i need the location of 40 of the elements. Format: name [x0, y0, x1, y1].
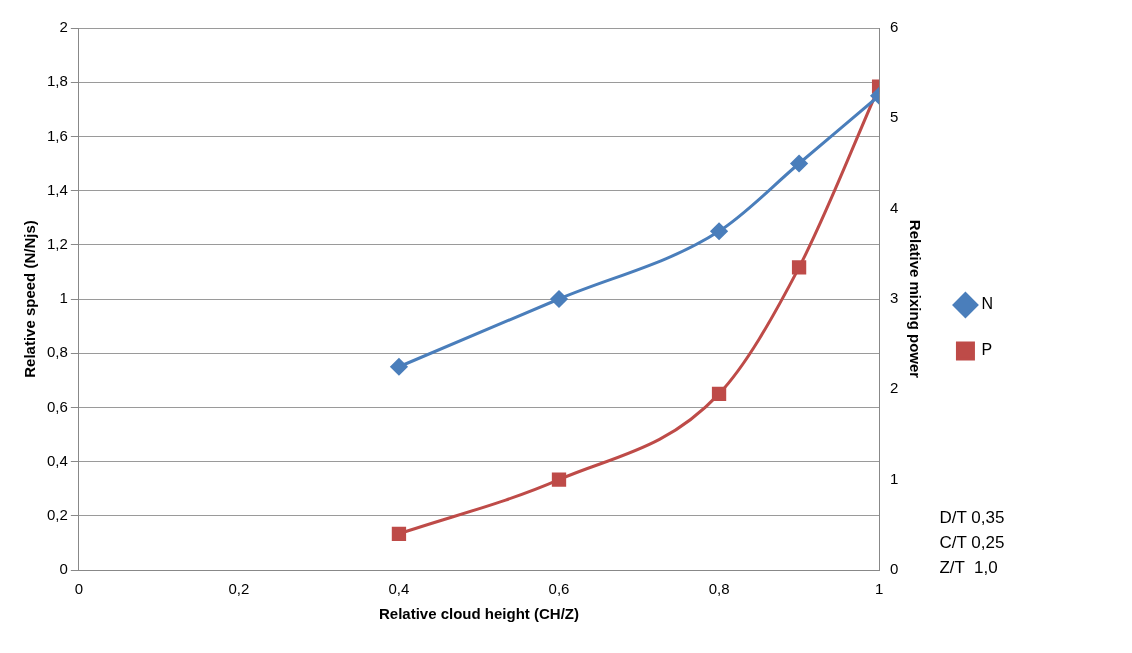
text: C/T 0,25 — [939, 532, 1005, 552]
legend-label: N — [981, 295, 994, 313]
point — [391, 526, 407, 542]
point — [710, 222, 728, 240]
y2-tick-label: 5 — [890, 108, 899, 126]
point — [390, 358, 408, 376]
y2-tick-label: 2 — [890, 379, 899, 397]
y-tick-label: 1,4 — [46, 180, 68, 198]
y2-tick-label: 6 — [890, 18, 899, 36]
legend-label: P — [981, 341, 993, 359]
y-tick-label: 0,4 — [46, 451, 68, 469]
x-tick-label: 0,4 — [388, 580, 410, 598]
x-tick-label: 0,6 — [548, 580, 570, 598]
y2-tick-label: 0 — [890, 560, 899, 578]
y-tick-label: 0,8 — [46, 343, 68, 361]
point — [790, 155, 808, 172]
text: D/T 0,35 — [939, 507, 1005, 527]
x-tick-label: 0 — [74, 580, 84, 598]
x-tick-label: 1 — [874, 580, 884, 598]
point — [551, 472, 567, 487]
y2-tick-label: 1 — [890, 469, 899, 487]
y-tick-label: 1,2 — [46, 234, 68, 252]
text: Z/T 1,0 — [939, 557, 998, 577]
y2-tick-label: 4 — [890, 198, 899, 216]
x-axis-title: Relative cloud height (CH/Z) — [378, 605, 579, 623]
y-tick-label: 2 — [59, 18, 68, 36]
y-tick-label: 0,6 — [46, 397, 68, 415]
point — [791, 260, 807, 275]
y2-tick-label: 3 — [890, 289, 899, 307]
y-tick-label: 0 — [59, 560, 68, 578]
y-tick-label: 0,2 — [46, 505, 68, 523]
point — [711, 386, 727, 402]
y-tick-label: 1,6 — [46, 126, 68, 144]
y2-axis-title: Relative mixing power — [907, 219, 925, 379]
x-tick-label: 0,8 — [708, 580, 730, 598]
y-tick-label: 1 — [59, 289, 68, 307]
y-axis-title: Relative speed (N/Njs) — [21, 220, 39, 378]
point — [550, 290, 568, 308]
x-tick-label: 0,2 — [228, 580, 250, 598]
y-tick-label: 1,8 — [46, 72, 68, 90]
